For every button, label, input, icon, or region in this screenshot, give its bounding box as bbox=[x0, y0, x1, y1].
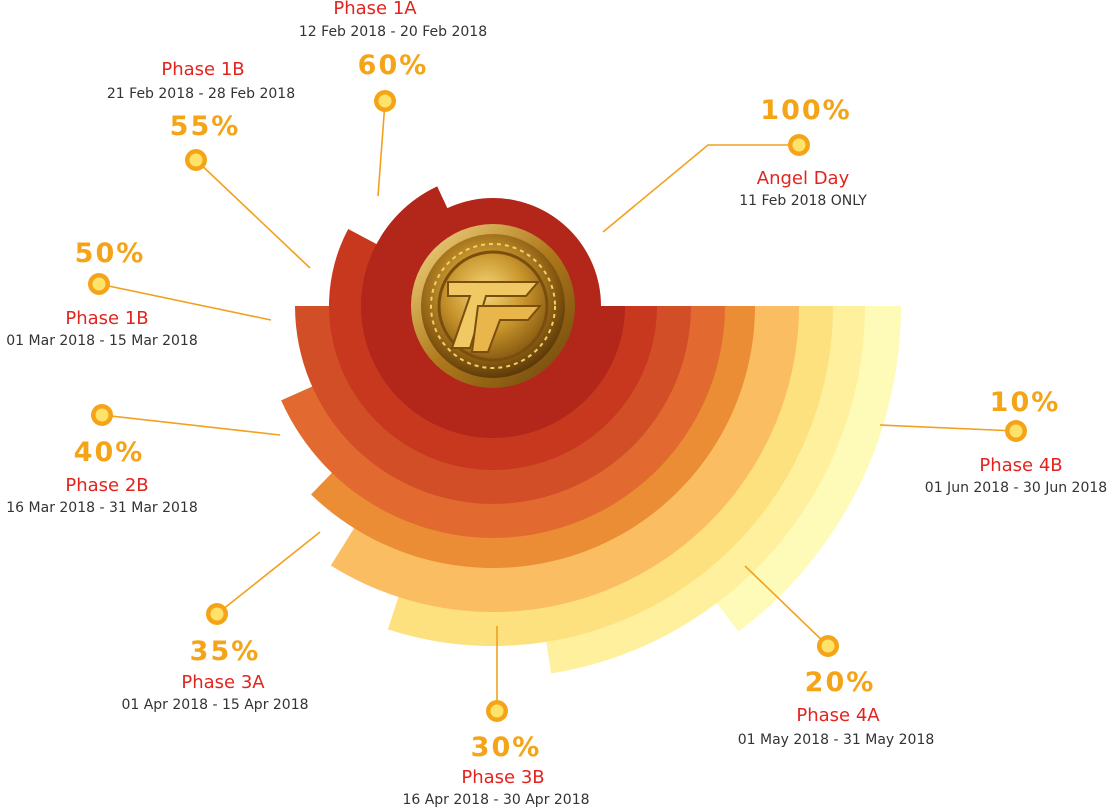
stage-label-phase-2b: 40% Phase 2B 16 Mar 2018 - 31 Mar 2018 bbox=[6, 437, 197, 516]
percent-label: 35% bbox=[190, 636, 261, 667]
stage-label-angel-day: 100% Angel Day 11 Feb 2018 ONLY bbox=[739, 95, 867, 209]
stage-label-phase-3a: 35% Phase 3A 01 Apr 2018 - 15 Apr 2018 bbox=[121, 636, 308, 713]
marker-dot-center-phase-2b bbox=[95, 408, 109, 422]
phase-label: Phase 1B bbox=[65, 308, 148, 329]
percent-label: 30% bbox=[471, 732, 542, 763]
date-range: 01 Mar 2018 - 15 Mar 2018 bbox=[6, 333, 197, 349]
percent-label: 60% bbox=[358, 50, 429, 81]
percent-label: 20% bbox=[805, 667, 876, 698]
coin-logo-icon bbox=[411, 224, 575, 388]
date-range: 01 Apr 2018 - 15 Apr 2018 bbox=[121, 697, 308, 713]
percent-label: 40% bbox=[74, 437, 145, 468]
leader-line-phase-2b bbox=[101, 414, 281, 436]
marker-dots bbox=[88, 90, 1027, 722]
marker-dot-center-phase-4a bbox=[821, 639, 835, 653]
percent-label: 55% bbox=[170, 111, 241, 142]
date-range: 01 May 2018 - 31 May 2018 bbox=[738, 732, 935, 748]
stage-label-phase-1b-55: Phase 1B 21 Feb 2018 - 28 Feb 2018 55% bbox=[107, 59, 295, 142]
percent-label: 100% bbox=[760, 95, 851, 126]
stage-label-phase-3b: 30% Phase 3B 16 Apr 2018 - 30 Apr 2018 bbox=[402, 732, 589, 808]
date-range: 01 Jun 2018 - 30 Jun 2018 bbox=[925, 480, 1107, 496]
stage-label-phase-4b: 10% Phase 4B 01 Jun 2018 - 30 Jun 2018 bbox=[925, 387, 1107, 496]
phase-arcs bbox=[281, 186, 901, 674]
phase-label: Phase 4A bbox=[796, 705, 880, 726]
marker-dot-center-phase-3b bbox=[490, 704, 504, 718]
phase-label: Phase 4B bbox=[979, 455, 1062, 476]
date-range: 21 Feb 2018 - 28 Feb 2018 bbox=[107, 86, 295, 102]
leader-line-phase-4b bbox=[879, 424, 1017, 432]
leader-line-angel-day bbox=[602, 144, 790, 233]
leader-line-phase-3a bbox=[216, 531, 321, 615]
date-range: 16 Apr 2018 - 30 Apr 2018 bbox=[402, 792, 589, 808]
stage-label-phase-4a: 20% Phase 4A 01 May 2018 - 31 May 2018 bbox=[738, 667, 935, 748]
marker-dot-center-angel-day bbox=[792, 138, 806, 152]
phase-label: Phase 3B bbox=[461, 767, 544, 788]
phase-label: Phase 2B bbox=[65, 475, 148, 496]
leader-lines bbox=[98, 101, 1017, 711]
marker-dot-center-phase-4b bbox=[1009, 424, 1023, 438]
date-range: 11 Feb 2018 ONLY bbox=[739, 193, 867, 209]
stage-label-phase-1a: Phase 1A 12 Feb 2018 - 20 Feb 2018 60% bbox=[299, 0, 487, 81]
leader-line-phase-1b-50 bbox=[98, 283, 272, 321]
stage-label-phase-1b-50: 50% Phase 1B 01 Mar 2018 - 15 Mar 2018 bbox=[6, 238, 197, 349]
phase-label: Phase 1A bbox=[333, 0, 417, 19]
phase-label: Angel Day bbox=[757, 168, 850, 189]
date-range: 12 Feb 2018 - 20 Feb 2018 bbox=[299, 24, 487, 40]
leader-line-phase-4a bbox=[744, 565, 829, 647]
phase-label: Phase 1B bbox=[161, 59, 244, 80]
percent-label: 10% bbox=[990, 387, 1061, 418]
leader-line-phase-1a bbox=[377, 101, 386, 197]
leader-line-phase-1b-55 bbox=[195, 159, 311, 269]
marker-dot-center-phase-1a bbox=[378, 94, 392, 108]
marker-dot-center-phase-1b-50 bbox=[92, 277, 106, 291]
date-range: 16 Mar 2018 - 31 Mar 2018 bbox=[6, 500, 197, 516]
marker-dot-center-phase-3a bbox=[210, 607, 224, 621]
percent-label: 50% bbox=[75, 238, 146, 269]
phase-label: Phase 3A bbox=[181, 672, 265, 693]
marker-dot-center-phase-1b-55 bbox=[189, 153, 203, 167]
